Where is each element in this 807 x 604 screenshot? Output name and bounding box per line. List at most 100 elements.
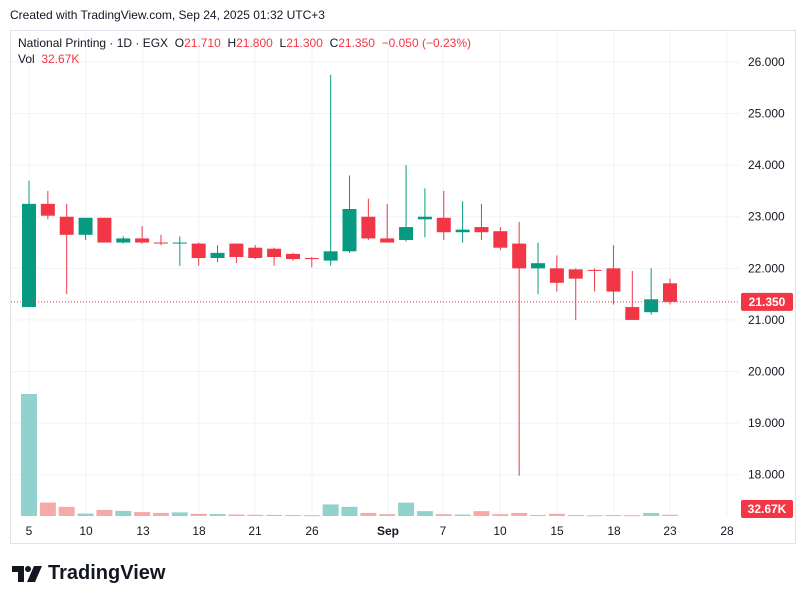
volume-bar [247, 514, 264, 516]
candle[interactable] [493, 227, 508, 251]
volume-bar [398, 502, 415, 516]
tradingview-logo-icon [12, 565, 42, 582]
candle[interactable] [59, 203, 74, 295]
time-tick-label: 10 [79, 524, 93, 538]
candle-body [59, 216, 74, 235]
candle[interactable] [135, 226, 150, 244]
candle[interactable] [285, 252, 300, 261]
candle[interactable] [210, 245, 225, 263]
candle[interactable] [663, 278, 677, 305]
time-tick-label: 26 [305, 524, 319, 538]
candle[interactable] [323, 74, 338, 266]
candle-body [248, 247, 263, 259]
candle[interactable] [342, 175, 357, 253]
candle-body [267, 248, 282, 257]
volume-bar [454, 514, 471, 516]
volume-bars [21, 394, 678, 517]
candle[interactable] [606, 245, 621, 305]
grid-lines [11, 31, 740, 516]
volume-bar [39, 502, 56, 516]
volume-bar [360, 512, 377, 516]
candle-body [97, 217, 112, 243]
candles [22, 74, 677, 476]
candle-body [493, 231, 508, 248]
chart-frame[interactable] [10, 30, 796, 544]
volume-bar [284, 515, 301, 517]
candle[interactable] [229, 243, 244, 264]
time-tick-label: 18 [607, 524, 621, 538]
volume-bar [266, 514, 283, 516]
candle[interactable] [172, 236, 187, 266]
candle[interactable] [248, 245, 263, 260]
candle-body [587, 269, 602, 271]
candle-body [285, 253, 300, 260]
candle[interactable] [78, 217, 93, 240]
volume-bar [379, 514, 396, 516]
legend-open-value: 21.710 [184, 36, 221, 50]
candle-body [210, 252, 225, 259]
candle[interactable] [587, 268, 602, 292]
volume-bar [511, 512, 528, 516]
volume-bar [473, 511, 490, 516]
candle[interactable] [153, 234, 168, 246]
candle-body [116, 238, 131, 243]
volume-bar [624, 515, 641, 517]
volume-bar [77, 513, 94, 516]
volume-bar [643, 512, 660, 516]
price-tick-label: 26.000 [748, 55, 785, 69]
candle[interactable] [625, 270, 640, 320]
price-tick-label: 22.000 [748, 261, 785, 275]
legend-volume-row: Vol 32.67K [18, 51, 471, 67]
candle[interactable] [97, 217, 112, 243]
volume-bar [662, 514, 678, 516]
candle-body [380, 238, 395, 243]
tradingview-brand[interactable]: TradingView [12, 562, 165, 585]
legend-high-value: 21.800 [236, 36, 273, 50]
candle-body [229, 243, 244, 257]
chart-legend: National Printing · 1D · EGX O21.710 H21… [18, 35, 471, 67]
volume-bar [322, 504, 339, 516]
candle[interactable] [455, 201, 470, 243]
volume-bar [605, 515, 622, 517]
candle-body [22, 203, 36, 308]
time-tick-label: 28 [720, 524, 734, 538]
candle[interactable] [644, 268, 659, 315]
candle[interactable] [380, 203, 395, 243]
candle[interactable] [436, 190, 451, 240]
candle[interactable] [267, 247, 282, 266]
legend-ohlc-row: National Printing · 1D · EGX O21.710 H21… [18, 35, 471, 51]
volume-bar [548, 513, 565, 516]
candle-body [323, 251, 338, 261]
candle[interactable] [568, 268, 583, 320]
legend-high-label: H [227, 36, 237, 50]
candle[interactable] [531, 242, 546, 295]
candle[interactable] [191, 242, 206, 266]
legend-low-label: L [279, 36, 287, 50]
candle[interactable] [549, 255, 564, 292]
candle[interactable] [417, 188, 432, 238]
candle[interactable] [474, 203, 489, 240]
legend-change: −0.050 (−0.23%) [381, 36, 472, 50]
volume-bar [228, 514, 245, 516]
candle[interactable] [116, 236, 131, 244]
volume-bar [303, 515, 320, 517]
volume-bar [567, 515, 584, 517]
last-volume-tag: 32.67K [741, 500, 793, 518]
volume-bar [416, 511, 433, 516]
volume-bar [58, 506, 75, 516]
candle-body [172, 242, 187, 244]
candle[interactable] [22, 180, 36, 308]
candle[interactable] [40, 190, 55, 220]
candle-body [399, 227, 414, 240]
candle[interactable] [512, 221, 527, 476]
candle[interactable] [361, 198, 376, 240]
candle-body [568, 269, 583, 279]
candle-body [474, 227, 489, 233]
candle[interactable] [399, 165, 414, 242]
candle-body [135, 238, 150, 243]
volume-bar [435, 514, 452, 516]
last-price-label: 21.350 [749, 295, 786, 309]
candle[interactable] [304, 256, 319, 268]
candle-body [191, 243, 206, 259]
